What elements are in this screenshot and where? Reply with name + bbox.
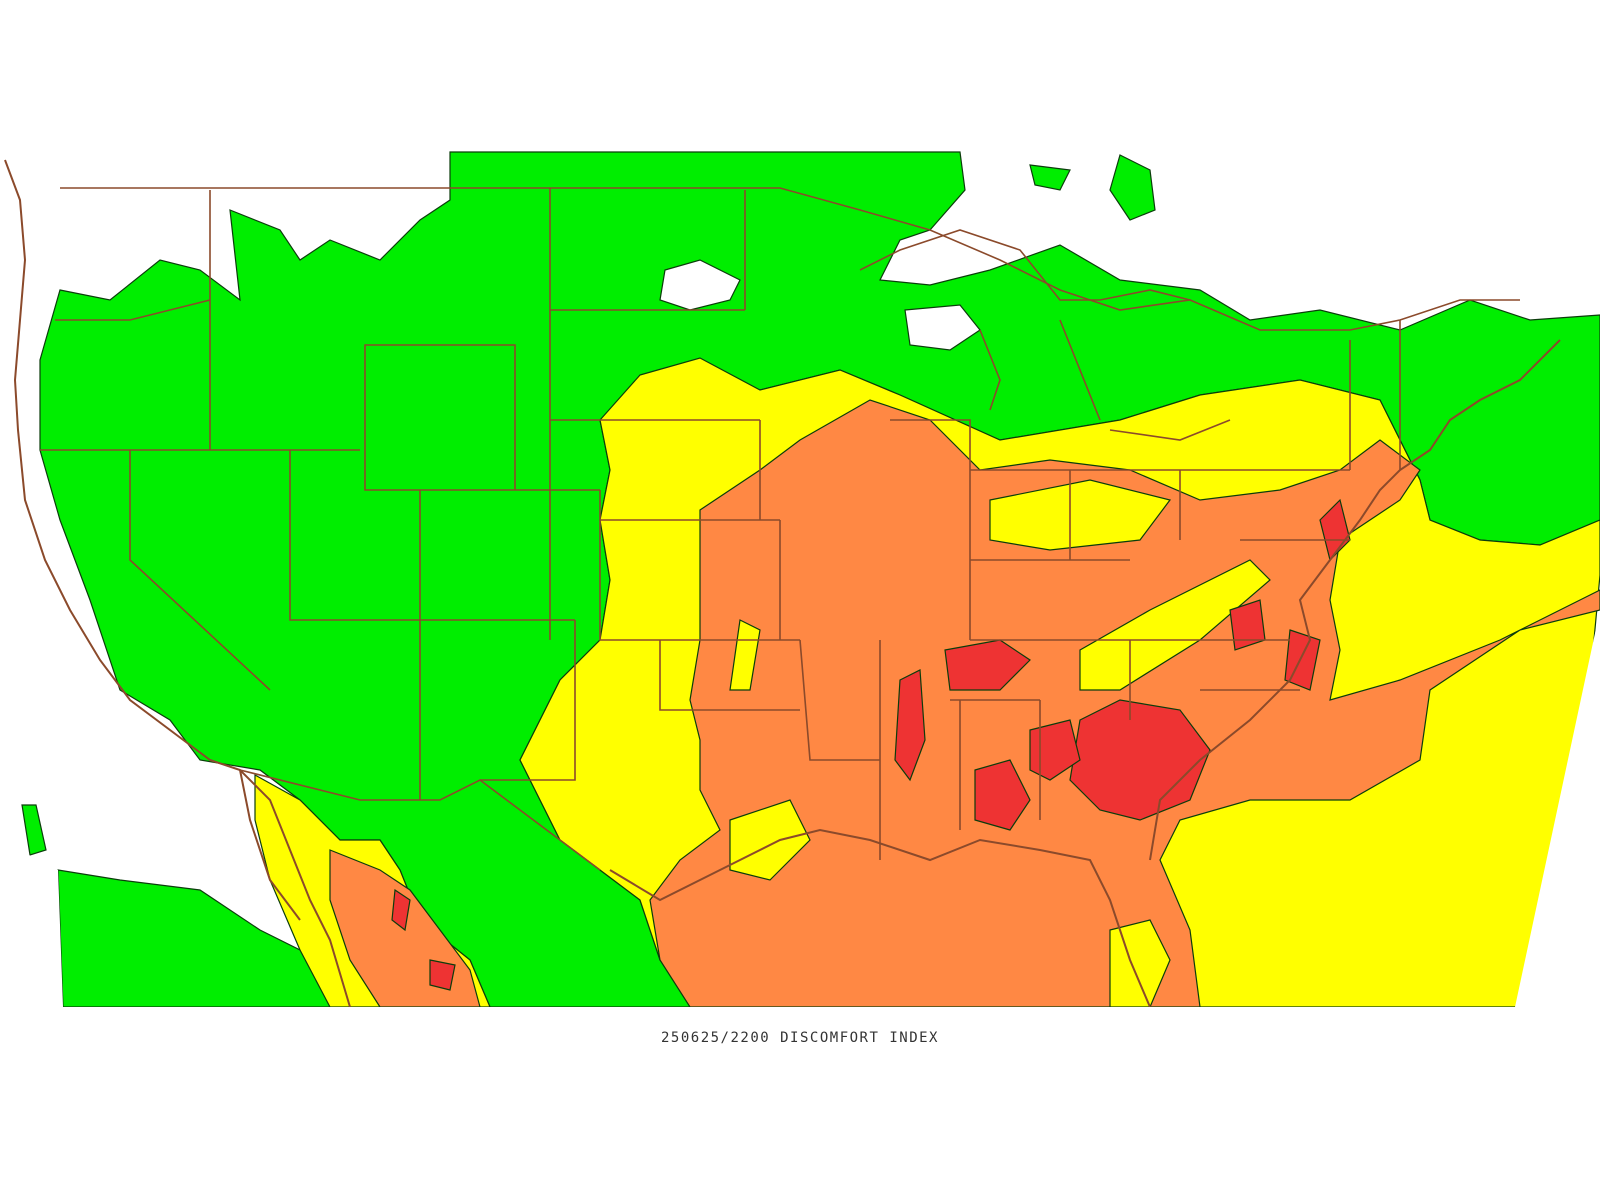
projection-edge-left (0, 840, 63, 1007)
red-zone-tennessee (944, 639, 1031, 691)
red-zone-mexico-south (429, 959, 456, 991)
pacific-coastline (4, 159, 351, 1008)
baja-coastline (239, 769, 301, 921)
gulf-coastline (609, 828, 1151, 1008)
red-zone-mississippi (894, 669, 926, 782)
green-zone-pacific-islet (21, 804, 47, 856)
dry-zone-michigan (904, 304, 981, 351)
green-zone-canada-east (1109, 154, 1156, 221)
state-lines-central (549, 188, 971, 860)
red-zone-carolinas (1069, 699, 1211, 821)
yellow-island-plains (729, 619, 761, 691)
map-caption: 250625/2200 DISCOMFORT INDEX (660, 1030, 939, 1046)
great-lakes-shore (859, 229, 1231, 441)
state-lines-west (40, 190, 600, 800)
red-zone-mexico (391, 888, 411, 932)
political-boundaries (4, 159, 1561, 1008)
yellow-island-ohio (989, 479, 1172, 551)
map-bottom-mask (0, 1007, 1600, 1200)
yellow-island-gulf (729, 799, 811, 881)
green-zone-lake-ontario-north (1029, 164, 1071, 191)
red-zone-alabama (974, 759, 1031, 831)
state-lines-east (950, 320, 1401, 830)
discomfort-fields (21, 151, 1600, 1008)
yellow-island-florida (1109, 919, 1171, 1008)
red-zone-georgia (1029, 719, 1081, 781)
projection-edge-right (1515, 610, 1600, 1007)
dry-zone-dakota (659, 259, 741, 311)
